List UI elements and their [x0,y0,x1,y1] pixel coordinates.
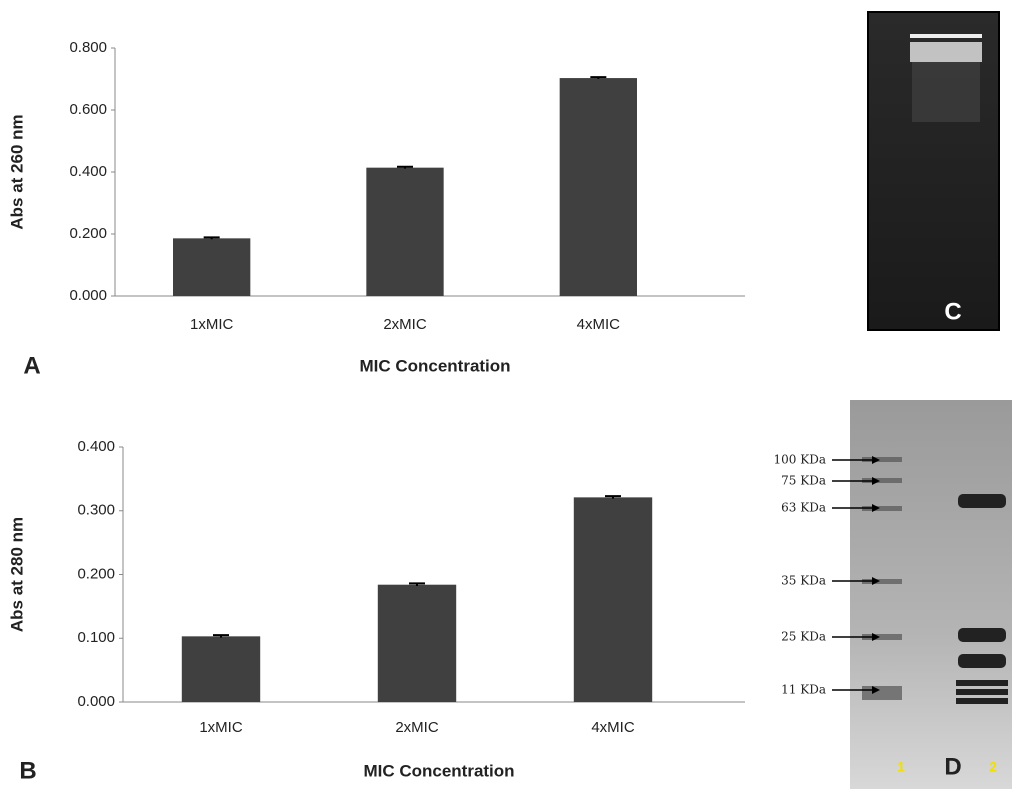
y-axis-title: Abs at 280 nm [7,517,26,632]
x-tick-label: 2xMIC [383,316,427,333]
x-tick-label: 1xMIC [199,719,243,736]
gel-image-c: C [868,12,999,330]
marker-label: 63 KDa [781,501,826,515]
x-tick-label: 4xMIC [577,316,621,333]
bar [366,168,443,296]
marker-label: 35 KDa [781,574,826,588]
bar [182,636,260,702]
bar [560,78,637,296]
figure: C 100 KDa 75 KDa 63 KDa 35 KDa 25 KDa 11… [0,0,1012,789]
x-axis-title: MIC Concentration [359,356,510,375]
y-tick-label: 0.000 [69,287,107,304]
panel-label: B [19,757,36,784]
y-axis-title: Abs at 260 nm [7,114,26,229]
marker-label: 75 KDa [781,474,826,488]
y-tick-label: 0.200 [77,565,115,582]
marker-label: 100 KDa [774,453,826,467]
marker-label: 25 KDa [781,630,826,644]
lane-label: 1 [897,759,905,775]
x-tick-label: 4xMIC [591,719,635,736]
y-tick-label: 0.400 [77,438,115,455]
marker-label: 11 KDa [781,683,826,697]
y-tick-label: 0.300 [77,502,115,519]
y-tick-label: 0.000 [77,693,115,710]
y-tick-label: 0.100 [77,629,115,646]
panel-label: A [23,352,40,379]
y-tick-label: 0.600 [69,101,107,118]
panel-label: D [944,753,961,780]
y-tick-label: 0.800 [69,39,107,56]
lane-label: 2 [989,759,997,775]
panel-label: C [944,298,961,325]
x-tick-label: 1xMIC [190,316,234,333]
gel-image-d: 100 KDa 75 KDa 63 KDa 35 KDa 25 KDa 11 K… [774,400,1012,789]
bar [574,497,652,702]
x-axis-title: MIC Concentration [363,761,514,780]
x-tick-label: 2xMIC [395,719,439,736]
y-tick-label: 0.400 [69,163,107,180]
y-tick-label: 0.200 [69,225,107,242]
bar [173,238,250,296]
bar [378,585,456,702]
